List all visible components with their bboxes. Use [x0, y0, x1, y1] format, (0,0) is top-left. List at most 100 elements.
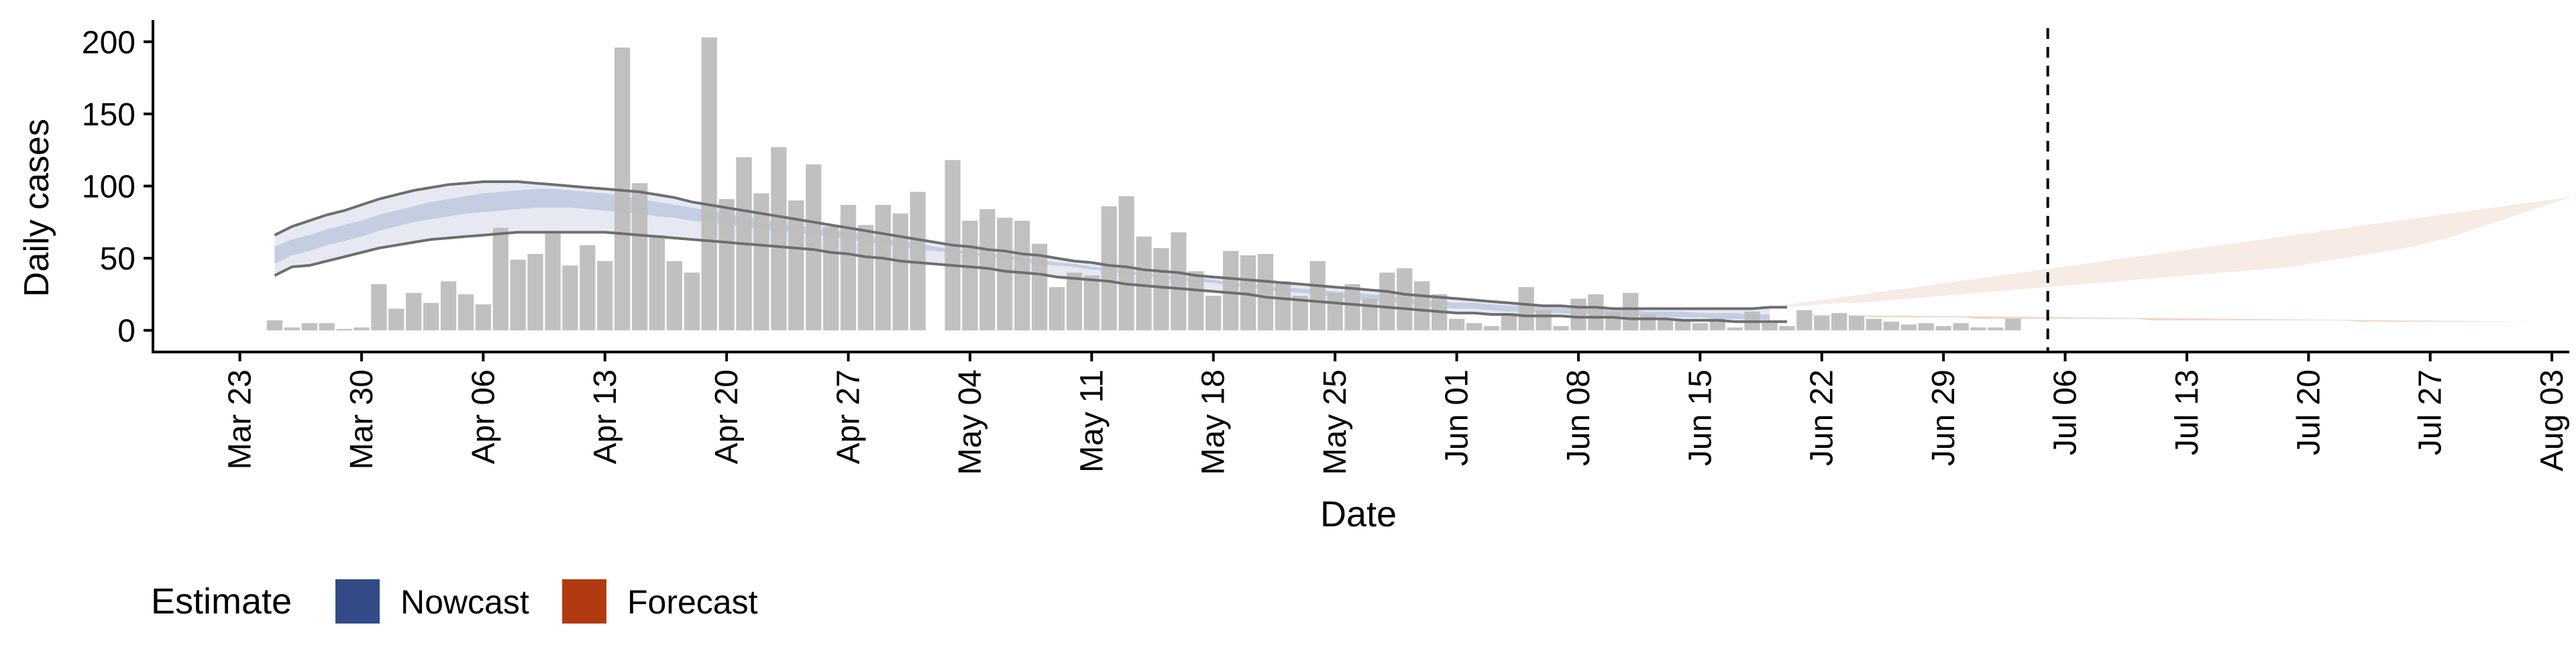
x-tick-label: Jun 08: [1561, 369, 1597, 466]
case-bar: [597, 261, 613, 331]
x-tick-label: Jul 20: [2291, 369, 2326, 455]
case-bar: [1309, 261, 1326, 331]
case-bar: [1171, 232, 1187, 331]
case-bar: [1988, 327, 2004, 331]
case-bar: [1762, 323, 1778, 331]
x-tick-label: Jul 06: [2048, 369, 2084, 455]
case-bar: [1692, 323, 1708, 331]
case-bar: [2005, 318, 2021, 331]
case-bar: [1831, 312, 1847, 331]
x-tick-label: Jun 01: [1440, 369, 1475, 466]
case-bar: [910, 192, 926, 331]
case-bar: [753, 193, 769, 331]
case-bar: [1031, 243, 1048, 331]
case-bar: [1153, 248, 1169, 331]
case-bar: [788, 200, 804, 331]
case-bar: [1900, 325, 1917, 331]
case-bar: [336, 329, 352, 331]
y-tick-label: 0: [117, 314, 136, 349]
case-bar: [510, 259, 526, 331]
case-bar: [1536, 310, 1552, 331]
x-tick-label: Jun 29: [1926, 369, 1962, 466]
case-bar: [1727, 327, 1743, 331]
case-bar: [1970, 327, 1986, 331]
case-bar: [1205, 296, 1222, 331]
case-bar: [1327, 292, 1343, 331]
case-bar: [458, 294, 474, 331]
case-bar: [806, 164, 822, 331]
case-bar: [962, 221, 978, 331]
case-bar: [1796, 310, 1813, 331]
y-tick-label: 100: [82, 170, 136, 205]
case-bar: [1101, 206, 1117, 331]
case-bar: [1240, 255, 1256, 331]
case-bar: [1483, 326, 1499, 331]
case-bar: [301, 323, 317, 331]
case-bar: [631, 183, 648, 331]
case-bar: [1188, 271, 1204, 331]
lower-interval-line: [274, 231, 1787, 323]
case-bar: [823, 226, 839, 331]
case-bar: [423, 302, 439, 331]
legend-label-forecast: Forecast: [627, 583, 758, 621]
case-bar: [406, 292, 422, 331]
case-bar: [892, 213, 908, 331]
case-bar: [1814, 316, 1830, 331]
x-tick-label: Mar 23: [223, 369, 258, 469]
case-bar: [1466, 323, 1483, 331]
x-tick-label: Apr 20: [709, 369, 745, 464]
case-bar: [718, 198, 735, 331]
case-bar: [1657, 318, 1674, 331]
case-bar: [1674, 320, 1690, 331]
case-bar: [1414, 281, 1430, 331]
case-bar: [666, 261, 682, 331]
case-bar: [1014, 221, 1030, 331]
case-bar: [1935, 326, 1951, 331]
case-bar: [840, 204, 857, 331]
case-bar: [1605, 311, 1621, 331]
interval-lines: [274, 180, 1787, 323]
case-bar: [266, 320, 282, 331]
case-bar: [1362, 298, 1378, 331]
x-tick-label: Apr 06: [466, 369, 501, 464]
case-bar: [1588, 294, 1604, 331]
case-bar: [771, 147, 787, 331]
nowcast-band-90: [274, 182, 1770, 322]
case-bar: [371, 284, 387, 331]
observed-case-bars: [266, 37, 2021, 331]
case-bar: [1275, 281, 1291, 331]
x-tick-label: Aug 03: [2534, 369, 2570, 471]
x-tick-label: May 25: [1318, 369, 1353, 475]
y-tick-label: 50: [100, 241, 136, 277]
case-bar: [1501, 312, 1517, 331]
x-tick-label: Jun 15: [1682, 369, 1718, 466]
case-bar: [614, 47, 631, 331]
case-bar: [1397, 268, 1413, 331]
case-bar: [1848, 316, 1865, 331]
x-axis-label: Date: [1320, 494, 1397, 534]
uncertainty-bands: [274, 182, 2576, 322]
case-bar: [545, 233, 561, 331]
case-bar: [684, 272, 700, 331]
forecast-band-50: [1770, 314, 2535, 322]
x-tick-label: Mar 30: [344, 369, 380, 469]
case-bar: [1083, 275, 1099, 331]
x-tick-label: Jun 22: [1805, 369, 1840, 466]
case-bar: [701, 37, 717, 331]
case-bar: [857, 225, 874, 331]
case-bar: [492, 227, 508, 331]
y-tick-label: 200: [82, 25, 136, 60]
case-bar: [388, 308, 405, 331]
x-tick-label: Apr 13: [588, 369, 623, 464]
x-tick-label: May 18: [1196, 369, 1232, 475]
case-bar: [319, 323, 335, 331]
case-bar: [1866, 318, 1882, 331]
upper-interval-line: [274, 180, 1787, 310]
case-bar: [1292, 296, 1308, 331]
legend-label-nowcast: Nowcast: [400, 583, 529, 621]
case-bar: [1779, 326, 1795, 331]
case-bar: [875, 204, 891, 331]
x-tick-label: May 04: [953, 369, 988, 475]
